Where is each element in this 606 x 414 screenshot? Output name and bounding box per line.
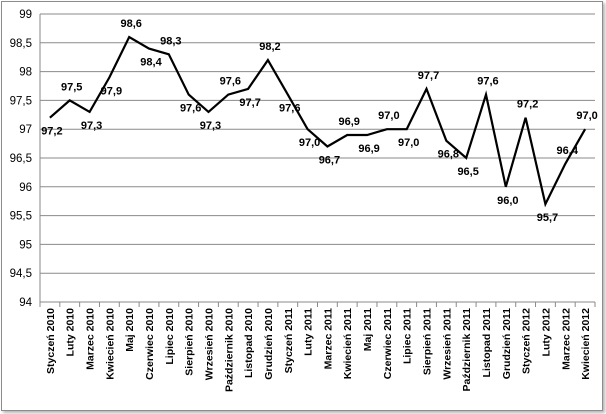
y-tick-label: 96,5 (10, 153, 32, 165)
data-label: 96,9 (358, 143, 379, 155)
x-axis: Styczeń 2010 Luty 2010 Marzec 2010 Kwiecień… (39, 301, 596, 392)
x-tick-label: Styczeń 2012 (521, 308, 533, 374)
x-tick-label: Wrzesień 2010 (203, 308, 215, 380)
data-label: 97,7 (239, 97, 260, 109)
data-label: 97,0 (299, 137, 320, 149)
x-tick-label: Czerwiec 2010 (144, 308, 156, 380)
x-tick-label: Listopad 2011 (481, 308, 493, 378)
data-label: 97,6 (477, 76, 498, 88)
x-tick-label: Kwiecień 2012 (580, 308, 592, 380)
x-tick-label: Luty 2012 (540, 308, 552, 357)
data-label: 97,6 (180, 103, 201, 115)
y-tick-label: 95,5 (10, 211, 32, 223)
data-label: 97,6 (220, 76, 241, 88)
x-tick-label: Marzec 2010 (85, 308, 97, 370)
x-tick-label: Grudzień 2011 (501, 308, 513, 379)
data-label: 97,0 (378, 110, 399, 122)
x-tick-label: Lipiec 2010 (164, 308, 176, 365)
y-tick-label: 97 (19, 124, 32, 136)
x-tick-label: Marzec 2012 (560, 308, 572, 370)
data-label: 98,4 (140, 57, 162, 69)
y-tick-label: 94 (19, 297, 32, 309)
x-tick-label: Kwiecień 2011 (342, 308, 354, 379)
data-label: 97,0 (398, 137, 419, 149)
data-label: 96,5 (457, 166, 478, 178)
series-line (49, 35, 587, 208)
data-label: 96,7 (319, 154, 340, 166)
data-label: 97,2 (41, 126, 62, 138)
x-tick-label: Styczeń 2010 (45, 308, 57, 374)
x-tick-label: Maj 2010 (124, 308, 136, 352)
x-tick-label: Sierpień 2011 (422, 308, 434, 375)
data-label: 97,2 (517, 99, 538, 111)
x-tick-label: Styczeń 2011 (283, 308, 295, 374)
x-tick-label: Marzec 2011 (322, 308, 334, 369)
x-tick-label: Listopad 2010 (243, 308, 255, 378)
y-tick-label: 98,5 (10, 38, 32, 50)
data-label: 97,0 (576, 110, 597, 122)
y-tick-label: 96 (19, 182, 32, 194)
data-label: 98,3 (160, 35, 181, 47)
x-tick-label: Październik 2011 (461, 308, 473, 392)
x-tick-label: Październik 2010 (223, 308, 235, 392)
data-label: 97,3 (200, 120, 221, 132)
x-tick-label: Czerwiec 2011 (382, 308, 394, 379)
x-tick-label: Luty 2010 (65, 308, 77, 357)
data-label: 95,7 (537, 212, 558, 224)
data-label: 97,9 (101, 85, 122, 97)
data-label: 96,9 (339, 116, 360, 128)
y-tick-label: 98 (19, 67, 32, 79)
data-label: 97,5 (61, 81, 82, 93)
data-label: 96,0 (497, 195, 518, 207)
data-label: 97,3 (81, 120, 102, 132)
y-tick-label: 95 (19, 239, 32, 251)
data-label: 98,6 (120, 18, 141, 30)
data-labels: 97,2 97,5 97,3 97,9 98,6 98,4 98,3 97,6 97,3 97,6… (41, 18, 598, 224)
gridlines (40, 13, 595, 303)
data-label: 97,7 (418, 70, 439, 82)
x-tick-label: Kwiecień 2010 (104, 308, 116, 380)
x-tick-label: Lipiec 2011 (402, 308, 414, 364)
x-tick-label: Luty 2011 (303, 308, 315, 356)
data-label: 96,8 (438, 149, 459, 161)
x-tick-label: Maj 2011 (362, 308, 374, 351)
y-tick-label: 97,5 (10, 95, 32, 107)
y-tick-label: 99 (19, 9, 32, 21)
data-label: 97,6 (279, 103, 300, 115)
y-tick-label: 94,5 (10, 268, 32, 280)
series-line-path (49, 35, 587, 208)
y-axis: 94 94,5 95 95,5 96 96,5 97 97,5 98 98,5 99 (10, 9, 41, 309)
x-tick-label: Sierpień 2010 (184, 308, 196, 376)
x-tick-label: Wrzesień 2011 (441, 308, 453, 380)
x-tick-label: Grudzień 2010 (263, 308, 275, 380)
data-label: 96,4 (557, 145, 579, 157)
data-label: 98,2 (259, 41, 280, 53)
